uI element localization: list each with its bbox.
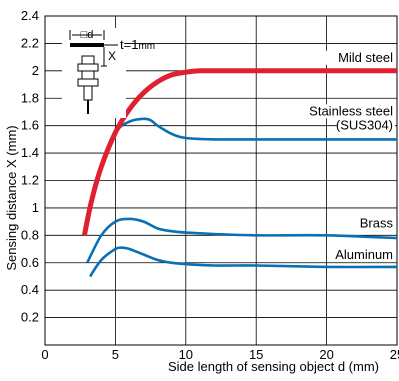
target-plate	[70, 43, 104, 47]
inset-x-label: X	[108, 49, 116, 63]
brass-label: Brass	[360, 215, 394, 230]
y-tick-label: 2	[32, 63, 39, 78]
y-tick-label: 0.4	[21, 282, 39, 297]
y-tick-label: 1.2	[21, 173, 39, 188]
mild-steel-label: Mild steel	[338, 50, 393, 65]
inset-t-label: t=1	[120, 37, 138, 52]
x-tick-label: 15	[249, 347, 263, 362]
stainless-steel-label-line-2: (SUS304)	[336, 117, 393, 132]
y-tick-label: 1.8	[21, 90, 39, 105]
svg-text:t=1mm: t=1mm	[120, 37, 155, 52]
x-tick-label: 25	[390, 347, 399, 362]
x-axis-label: Side length of sensing object d (mm)	[168, 359, 379, 374]
x-axis-ticks: 0 5 10 15 20 25	[41, 347, 399, 362]
y-tick-label: 1.6	[21, 118, 39, 133]
aluminum-line	[89, 246, 398, 278]
y-tick-label: 2.4	[21, 8, 39, 23]
aluminum-label: Aluminum	[335, 247, 393, 262]
sensor-body	[83, 85, 93, 101]
inset-d-label: □d	[81, 29, 94, 41]
y-axis-ticks: 0.2 0.4 0.6 0.8 1 1.2 1.4 1.6 1.8 2 2.2 2.4	[21, 8, 39, 325]
brass-line	[86, 217, 398, 264]
y-tick-label: 2.2	[21, 35, 39, 50]
y-tick-label: 0.2	[21, 310, 39, 325]
y-axis-label: Sensing distance X (mm)	[4, 125, 19, 270]
y-tick-label: 1	[32, 200, 39, 215]
series-labels: Mild steel Stainless steel(SUS304) Brass Al…	[289, 50, 395, 262]
inset-t-unit: mm	[138, 41, 155, 52]
sensor-head	[81, 55, 95, 65]
stainless-steel-label-line-1: Stainless steel	[309, 103, 393, 118]
x-tick-label: 20	[319, 347, 333, 362]
mild-steel-line	[81, 68, 397, 236]
x-tick-label: 10	[179, 347, 193, 362]
chart-series	[81, 68, 398, 278]
plot-frame	[44, 15, 398, 346]
x-tick-label: 5	[112, 347, 119, 362]
y-tick-label: 0.6	[21, 255, 39, 270]
sensor-inset-diagram: □d t=1mm X	[62, 28, 155, 118]
y-tick-label: 0.8	[21, 227, 39, 242]
y-tick-label: 1.4	[21, 145, 39, 160]
x-tick-label: 0	[41, 347, 48, 362]
